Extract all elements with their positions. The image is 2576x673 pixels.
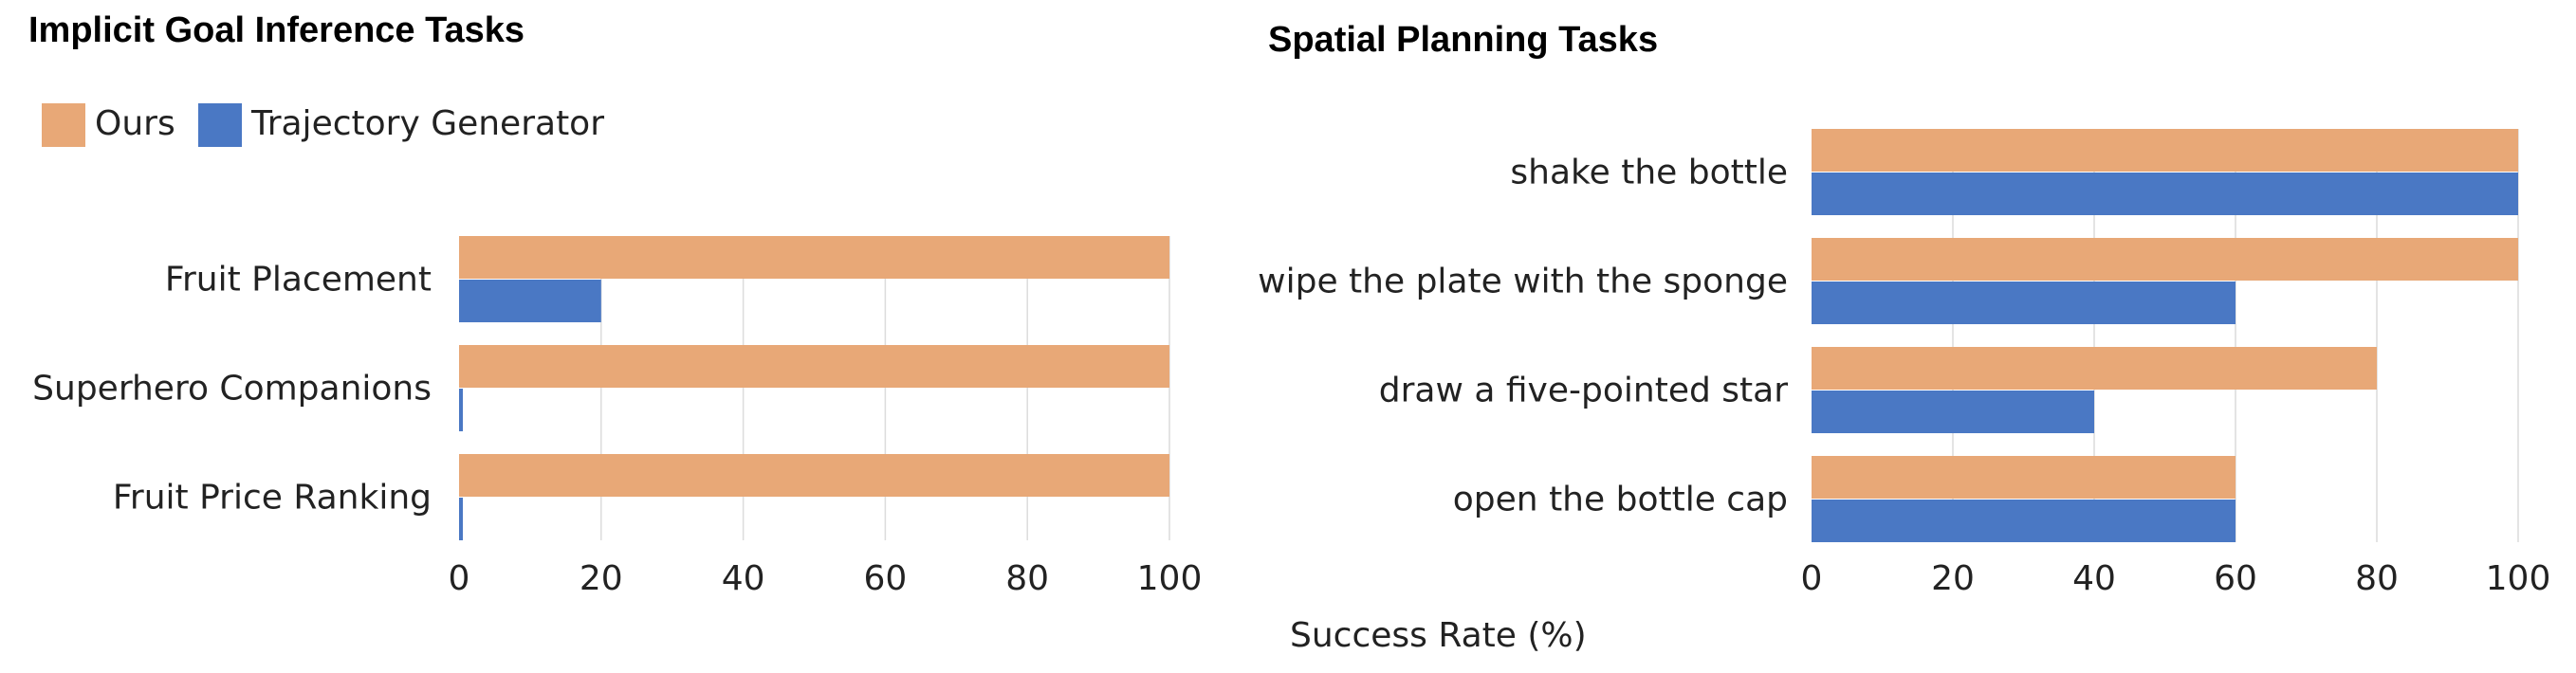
x-tick-labels: 0 20 40 60 80 100 xyxy=(1801,559,2551,598)
bar-ours-wipe-the-plate-with-the-sponge xyxy=(1812,238,2518,281)
chart-title-implicit-goal-inference: Implicit Goal Inference Tasks xyxy=(28,10,524,50)
bar-trajectory-generator-open-the-bottle-cap xyxy=(1812,500,2236,542)
bar-trajectory-generator-superhero-companions xyxy=(459,389,463,431)
x-tick-label: 60 xyxy=(2214,559,2257,598)
legend-swatch-trajectory-generator xyxy=(198,103,242,147)
bar-trajectory-generator-shake-the-bottle xyxy=(1812,173,2518,215)
bar-ours-superhero-companions xyxy=(459,345,1169,388)
x-tick-label: 100 xyxy=(1137,559,1203,598)
category-label-wipe-the-plate-with-the-sponge: wipe the plate with the sponge xyxy=(1258,263,1788,301)
x-tick-label: 40 xyxy=(2072,559,2116,598)
category-label-shake-the-bottle: shake the bottle xyxy=(1510,154,1788,192)
bar-ours-open-the-bottle-cap xyxy=(1812,456,2236,499)
x-tick-labels: 0 20 40 60 80 100 xyxy=(449,559,1203,598)
bar-ours-draw-a-five-pointed-star xyxy=(1812,347,2377,390)
category-label-fruit-placement: Fruit Placement xyxy=(165,261,432,300)
x-tick-label: 80 xyxy=(2355,559,2399,598)
category-labels: Fruit Placement Superhero Companions Fruit… xyxy=(32,261,432,518)
bar-ours-shake-the-bottle xyxy=(1812,129,2518,172)
category-label-fruit-price-ranking: Fruit Price Ranking xyxy=(113,479,432,518)
chart-title-spatial-planning: Spatial Planning Tasks xyxy=(1268,20,1658,60)
category-label-open-the-bottle-cap: open the bottle cap xyxy=(1453,481,1788,519)
bar-ours-fruit-placement xyxy=(459,236,1169,279)
legend: Ours Trajectory Generator xyxy=(42,103,604,147)
x-tick-label: 80 xyxy=(1005,559,1049,598)
bar-trajectory-generator-draw-a-five-pointed-star xyxy=(1812,391,2094,433)
chart-implicit-goal-inference: Implicit Goal Inference Tasks Ours Traje… xyxy=(28,10,1202,598)
x-tick-label: 0 xyxy=(1801,559,1823,598)
bars xyxy=(459,236,1169,540)
bar-trajectory-generator-fruit-price-ranking xyxy=(459,498,463,540)
bar-trajectory-generator-fruit-placement xyxy=(459,280,601,322)
bar-trajectory-generator-wipe-the-plate-with-the-sponge xyxy=(1812,282,2236,324)
x-tick-label: 100 xyxy=(2486,559,2551,598)
category-label-superhero-companions: Superhero Companions xyxy=(32,370,432,409)
x-tick-label: 40 xyxy=(722,559,765,598)
x-tick-label: 20 xyxy=(1931,559,1975,598)
category-label-draw-a-five-pointed-star: draw a five-pointed star xyxy=(1379,372,1788,410)
bar-ours-fruit-price-ranking xyxy=(459,454,1169,497)
category-labels: shake the bottle wipe the plate with the … xyxy=(1258,154,1788,519)
legend-label-trajectory-generator: Trajectory Generator xyxy=(250,104,604,143)
x-tick-label: 60 xyxy=(863,559,907,598)
x-tick-label: 0 xyxy=(449,559,470,598)
legend-label-ours: Ours xyxy=(95,104,175,143)
legend-swatch-ours xyxy=(42,103,85,147)
chart-spatial-planning: Spatial Planning Tasks shake the bottle w… xyxy=(1258,20,2550,598)
x-tick-label: 20 xyxy=(580,559,623,598)
x-axis-label: Success Rate (%) xyxy=(1290,616,1587,655)
bars xyxy=(1812,129,2518,542)
